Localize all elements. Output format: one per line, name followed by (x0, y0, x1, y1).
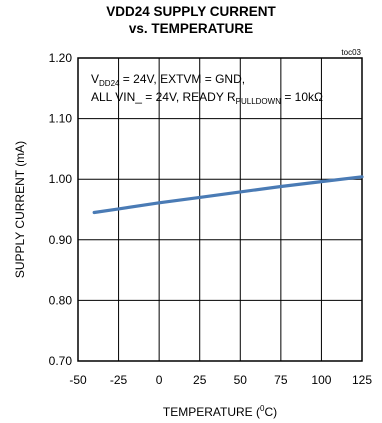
annotation-line-1: VDD24 = 24V, EXTVM = GND, (91, 72, 245, 88)
series-line (92, 175, 364, 215)
y-tick-label: 1.00 (49, 172, 73, 186)
series-layer (92, 175, 364, 215)
x-axis-label-unit: C) (264, 405, 277, 419)
x-tick-label: 0 (156, 373, 163, 387)
annotation-line-2-b: = 10kΩ (281, 90, 323, 104)
y-tick-label: 0.70 (49, 354, 73, 368)
x-tick-label: 50 (234, 373, 248, 387)
grid-lines (78, 58, 362, 361)
chart-title-line-2: vs. TEMPERATURE (128, 21, 254, 36)
x-tick-label: 75 (274, 373, 288, 387)
chart-title-line-1: VDD24 SUPPLY CURRENT (106, 4, 276, 19)
figure-id-label: toc03 (341, 48, 361, 57)
x-tick-label: -50 (69, 373, 87, 387)
annotation-line-1-sub: DD24 (99, 79, 120, 88)
y-tick-label: 0.90 (49, 233, 73, 247)
annotation-line-2-a: ALL VIN_ = 24V, READY R (91, 90, 236, 104)
y-tick-label: 0.80 (49, 293, 73, 307)
x-tick-label: 100 (311, 373, 331, 387)
x-tick-label: 25 (193, 373, 207, 387)
plot-frame (77, 57, 363, 362)
x-tick-labels: -50 -25 0 25 50 75 100 125 (69, 373, 372, 387)
x-axis-label-superscript: 0 (260, 404, 265, 413)
y-axis-label: SUPPLY CURRENT (mA) (13, 141, 27, 278)
y-tick-label: 1.20 (49, 51, 73, 65)
annotation-line-1-b: = 24V, EXTVM = GND, (119, 72, 245, 86)
x-axis-label: TEMPERATURE (0C) (163, 404, 277, 419)
annotation-line-2-sub: PULLDOWN (236, 97, 282, 106)
y-tick-labels: 0.70 0.80 0.90 1.00 1.10 1.20 (49, 51, 73, 368)
annotation-line-2: ALL VIN_ = 24V, READY RPULLDOWN = 10kΩ (91, 90, 323, 106)
x-axis-label-text: TEMPERATURE ( (163, 405, 260, 419)
x-tick-label: 125 (352, 373, 372, 387)
y-tick-label: 1.10 (49, 112, 73, 126)
annotation-line-1-a: V (91, 72, 99, 86)
x-tick-label: -25 (110, 373, 128, 387)
